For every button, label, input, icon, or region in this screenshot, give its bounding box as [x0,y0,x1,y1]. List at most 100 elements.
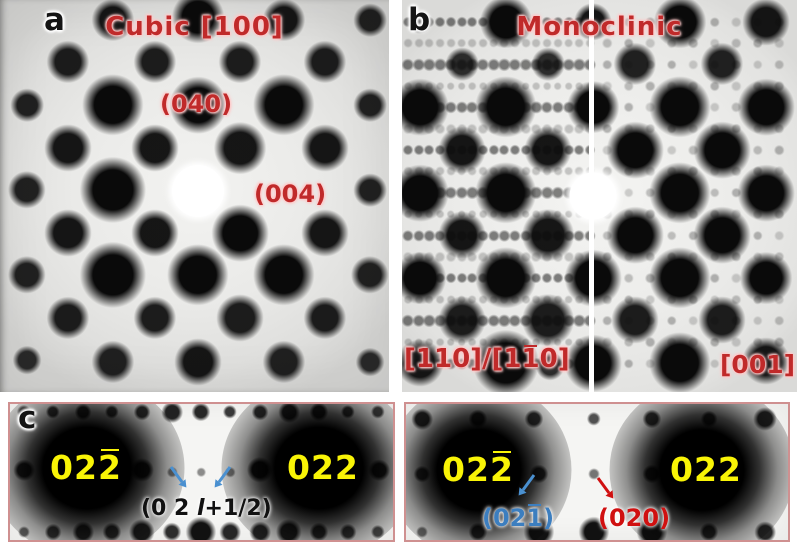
diffraction-spot [709,38,720,49]
diffraction-spot [644,123,656,135]
diffraction-spot [730,230,742,241]
annotation-post: +1/2) [204,496,272,521]
diffraction-spot [562,251,575,263]
diffraction-spot [666,144,677,156]
zone-axis-label-right: [001] [720,350,796,379]
diffraction-spot [455,272,468,284]
diffraction-spot [644,80,656,92]
diffraction-spot [530,16,542,28]
panel-c-right-pattern: 022 022 (021) (020) [404,402,790,542]
diffraction-spot [572,57,586,72]
diffraction-spot [601,59,613,70]
diffraction-spot [611,296,659,344]
diffraction-spot [413,144,425,156]
diffraction-spot [742,337,790,385]
panel-label-b: b [408,2,431,38]
diffraction-spot [687,358,699,369]
diffraction-spot [666,230,677,241]
diffraction-spot [498,144,510,156]
diffraction-spot [644,16,656,28]
diffraction-spot [81,73,145,137]
reflection-label-040: (040) [160,90,233,118]
diffraction-spot [530,251,542,263]
diffraction-spot [413,294,424,305]
diffraction-spot [601,166,613,177]
diffraction-spot [487,229,500,242]
diffraction-spot [478,337,488,347]
diffraction-spot [454,57,469,72]
diffraction-spot [252,243,316,307]
diffraction-spot [687,272,699,284]
diffraction-spot [644,315,656,327]
diffraction-spot [489,337,498,347]
diffraction-spot [79,241,147,309]
diffraction-blob [406,404,572,540]
diffraction-spot [519,101,532,114]
diffraction-spot [508,101,522,114]
label-022bar-bar: 2 [97,448,122,487]
diffraction-spot [541,144,553,156]
diffraction-spot [434,272,446,284]
diffraction-spot [742,0,790,46]
diffraction-spot [709,358,720,369]
diffraction-spot [773,144,785,156]
diffraction-spot [487,101,500,114]
diffraction-spot [562,144,575,156]
panel-c-left-pattern: c 022 022 (0 2 l+1/2) [8,402,395,542]
diffraction-spot [446,337,456,347]
diffraction-spot [445,251,457,263]
diffraction-spot [687,251,699,263]
panel-b-title: Monoclinic [516,12,683,42]
diffraction-spot [422,314,437,328]
diffraction-spot [262,0,306,42]
diffraction-spot [211,204,269,262]
diffraction-spot [666,187,677,199]
diffraction-spot [773,166,785,177]
diffraction-spot [403,337,413,347]
diffraction-spot [403,209,413,219]
diffraction-spot [488,38,499,49]
diffraction-spot [601,272,613,284]
diffraction-spot [666,358,677,369]
diffraction-spot [413,251,425,263]
diffraction-spot [709,272,720,284]
diffraction-spot [541,251,553,263]
diffraction-spot [648,246,712,310]
diffraction-spot [752,123,763,135]
diffraction-spot [623,336,634,348]
diffraction-spot [521,81,530,91]
diffraction-spot [423,251,435,263]
diffraction-spot [465,314,479,328]
diffraction-spot [518,186,533,200]
beam-stop-a [172,165,224,217]
diffraction-spot [477,123,489,135]
diffraction-spot [355,347,385,377]
diffraction-spot [133,40,177,84]
diffraction-spot [402,229,415,242]
diffraction-spot [552,144,564,156]
diffraction-spot [518,314,533,328]
diffraction-spot [644,208,656,220]
diffraction-spot [687,16,699,28]
diffraction-spot [541,272,553,284]
label-022bar-pre: 02 [50,448,98,487]
diffraction-spot [425,209,434,219]
diffraction-spot [444,57,458,72]
diffraction-spot [467,166,478,177]
diffraction-spot [666,336,677,348]
diffraction-spot [709,59,720,70]
diffraction-spot [486,186,501,200]
diffraction-spot [773,358,785,369]
diffraction-spot [434,251,446,263]
diffraction-spot [574,81,584,91]
diffraction-spot [752,187,763,199]
diffraction-spot [529,186,544,200]
diffraction-spot [456,166,467,177]
diffraction-spot [509,251,521,263]
diffraction-spot [412,229,425,242]
diffraction-spot [573,357,586,370]
diffraction-spot [540,229,554,242]
diffraction-spot [498,123,510,135]
diffraction-spot [488,272,500,284]
diffraction-spot [455,144,468,156]
